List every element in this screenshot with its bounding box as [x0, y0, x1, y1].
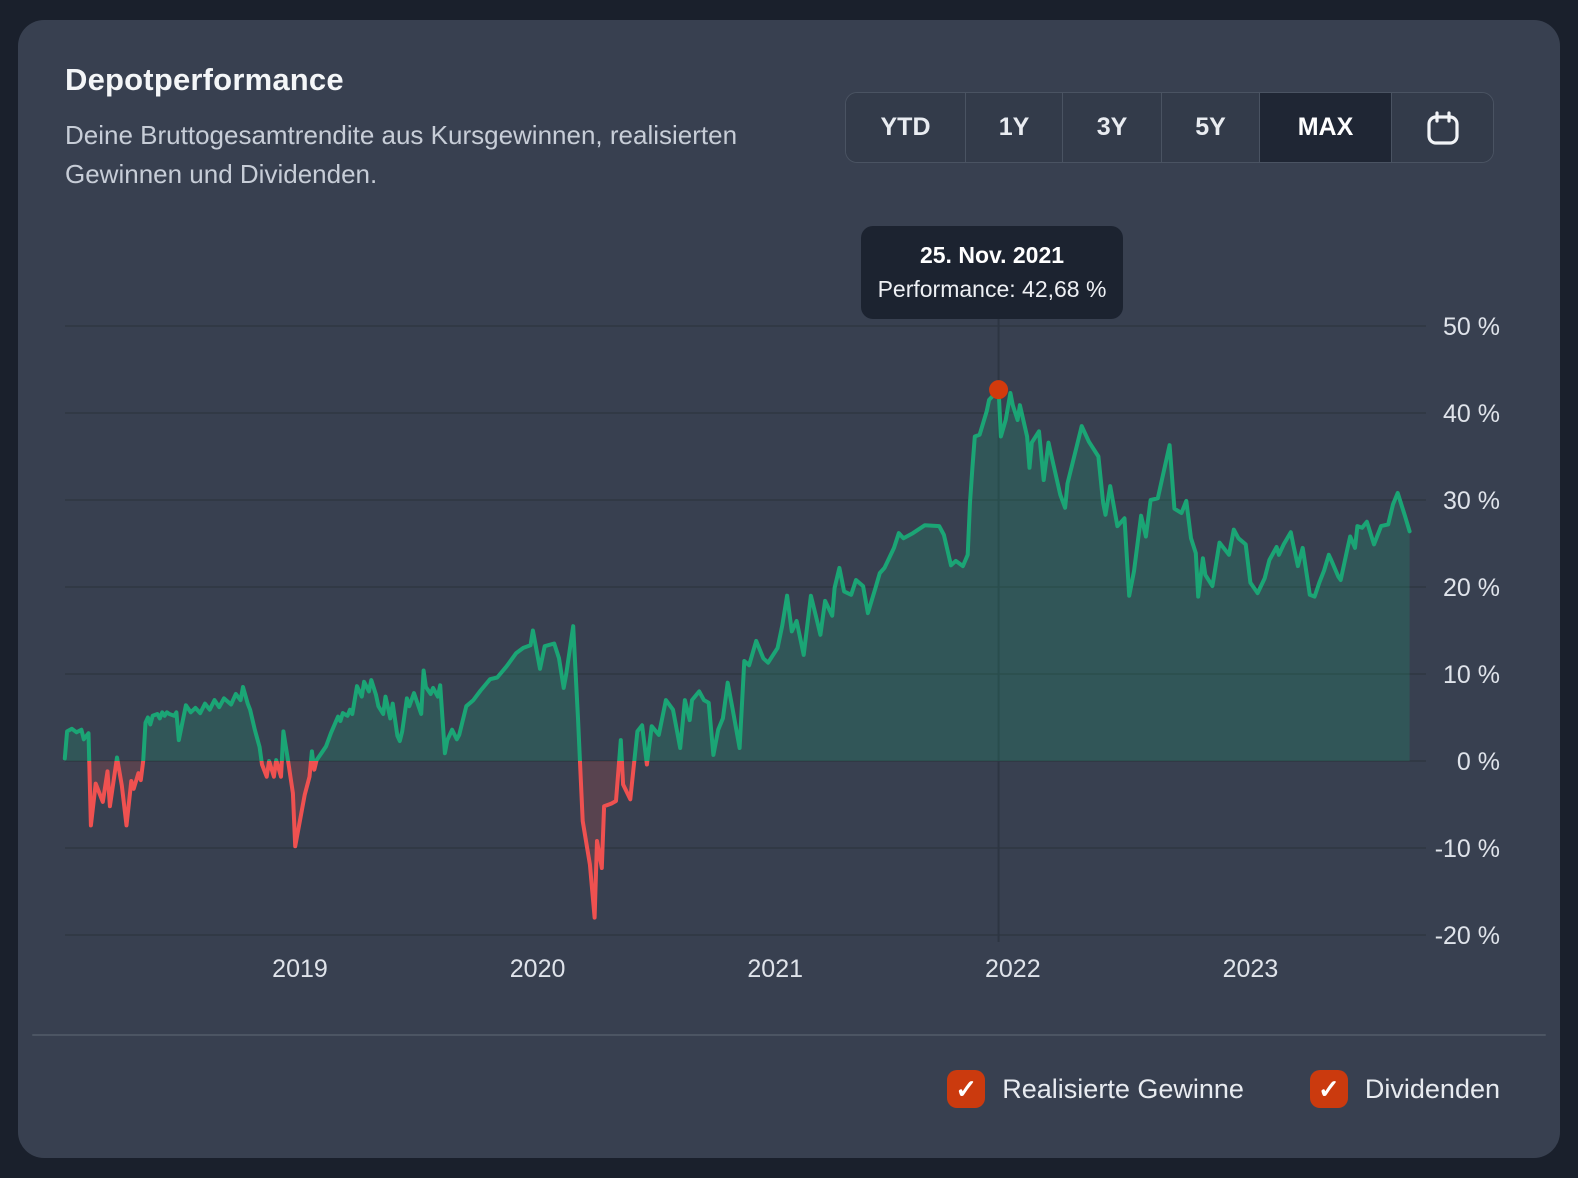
chart-tooltip: 25. Nov. 2021 Performance: 42,68 %: [861, 226, 1123, 319]
chart-legend: ✓ Realisierte Gewinne ✓ Dividenden: [947, 1070, 1500, 1108]
x-axis-tick-label: 2021: [747, 955, 803, 983]
legend-label: Dividenden: [1364, 1073, 1500, 1104]
x-axis-tick-label: 2023: [1223, 955, 1279, 983]
y-axis-tick-label: 50 %: [1443, 313, 1500, 341]
tooltip-date: 25. Nov. 2021: [919, 242, 1065, 268]
y-axis-tick-label: -10 %: [1435, 835, 1500, 863]
dividenden-checkbox[interactable]: ✓: [1309, 1070, 1348, 1108]
range-button-5y[interactable]: 5Y: [1162, 93, 1260, 162]
time-range-selector: YTD 1Y 3Y 5Y MAX: [845, 92, 1494, 163]
range-button-1y[interactable]: 1Y: [966, 93, 1063, 162]
y-axis-tick-label: 0 %: [1457, 748, 1500, 776]
y-axis-tick-label: 30 %: [1443, 487, 1500, 515]
page-title: Depotperformance: [65, 62, 344, 97]
y-axis-tick-label: 10 %: [1443, 661, 1500, 689]
depot-performance-card: Depotperformance Deine Bruttogesamtrendi…: [18, 20, 1560, 1158]
range-button-ytd[interactable]: YTD: [846, 93, 966, 162]
legend-item-dividenden[interactable]: ✓ Dividenden: [1309, 1070, 1500, 1108]
x-axis-tick-label: 2020: [510, 955, 566, 983]
range-button-max[interactable]: MAX: [1260, 93, 1392, 162]
calendar-icon: [1426, 110, 1459, 145]
x-axis-tick-label: 2019: [272, 955, 328, 983]
y-axis-tick-label: 40 %: [1443, 400, 1500, 428]
page-subtitle: Deine Bruttogesamtrendite aus Kursgewinn…: [65, 120, 738, 189]
legend-item-realisierte-gewinne[interactable]: ✓ Realisierte Gewinne: [947, 1070, 1244, 1108]
x-axis-tick-label: 2022: [985, 955, 1041, 983]
y-axis-tick-label: -20 %: [1435, 922, 1500, 950]
range-button-3y[interactable]: 3Y: [1063, 93, 1162, 162]
calendar-button[interactable]: [1392, 93, 1493, 162]
area-fill-positive: [64, 389, 1410, 761]
realisierte-gewinne-checkbox[interactable]: ✓: [947, 1070, 986, 1108]
tooltip-performance-value: Performance: 42,68 %: [877, 276, 1107, 302]
legend-divider: [32, 1034, 1546, 1036]
hover-marker-dot: [989, 380, 1009, 400]
legend-label: Realisierte Gewinne: [1002, 1073, 1244, 1104]
y-axis-tick-label: 20 %: [1443, 574, 1500, 602]
performance-line-positive: [62, 387, 1412, 761]
